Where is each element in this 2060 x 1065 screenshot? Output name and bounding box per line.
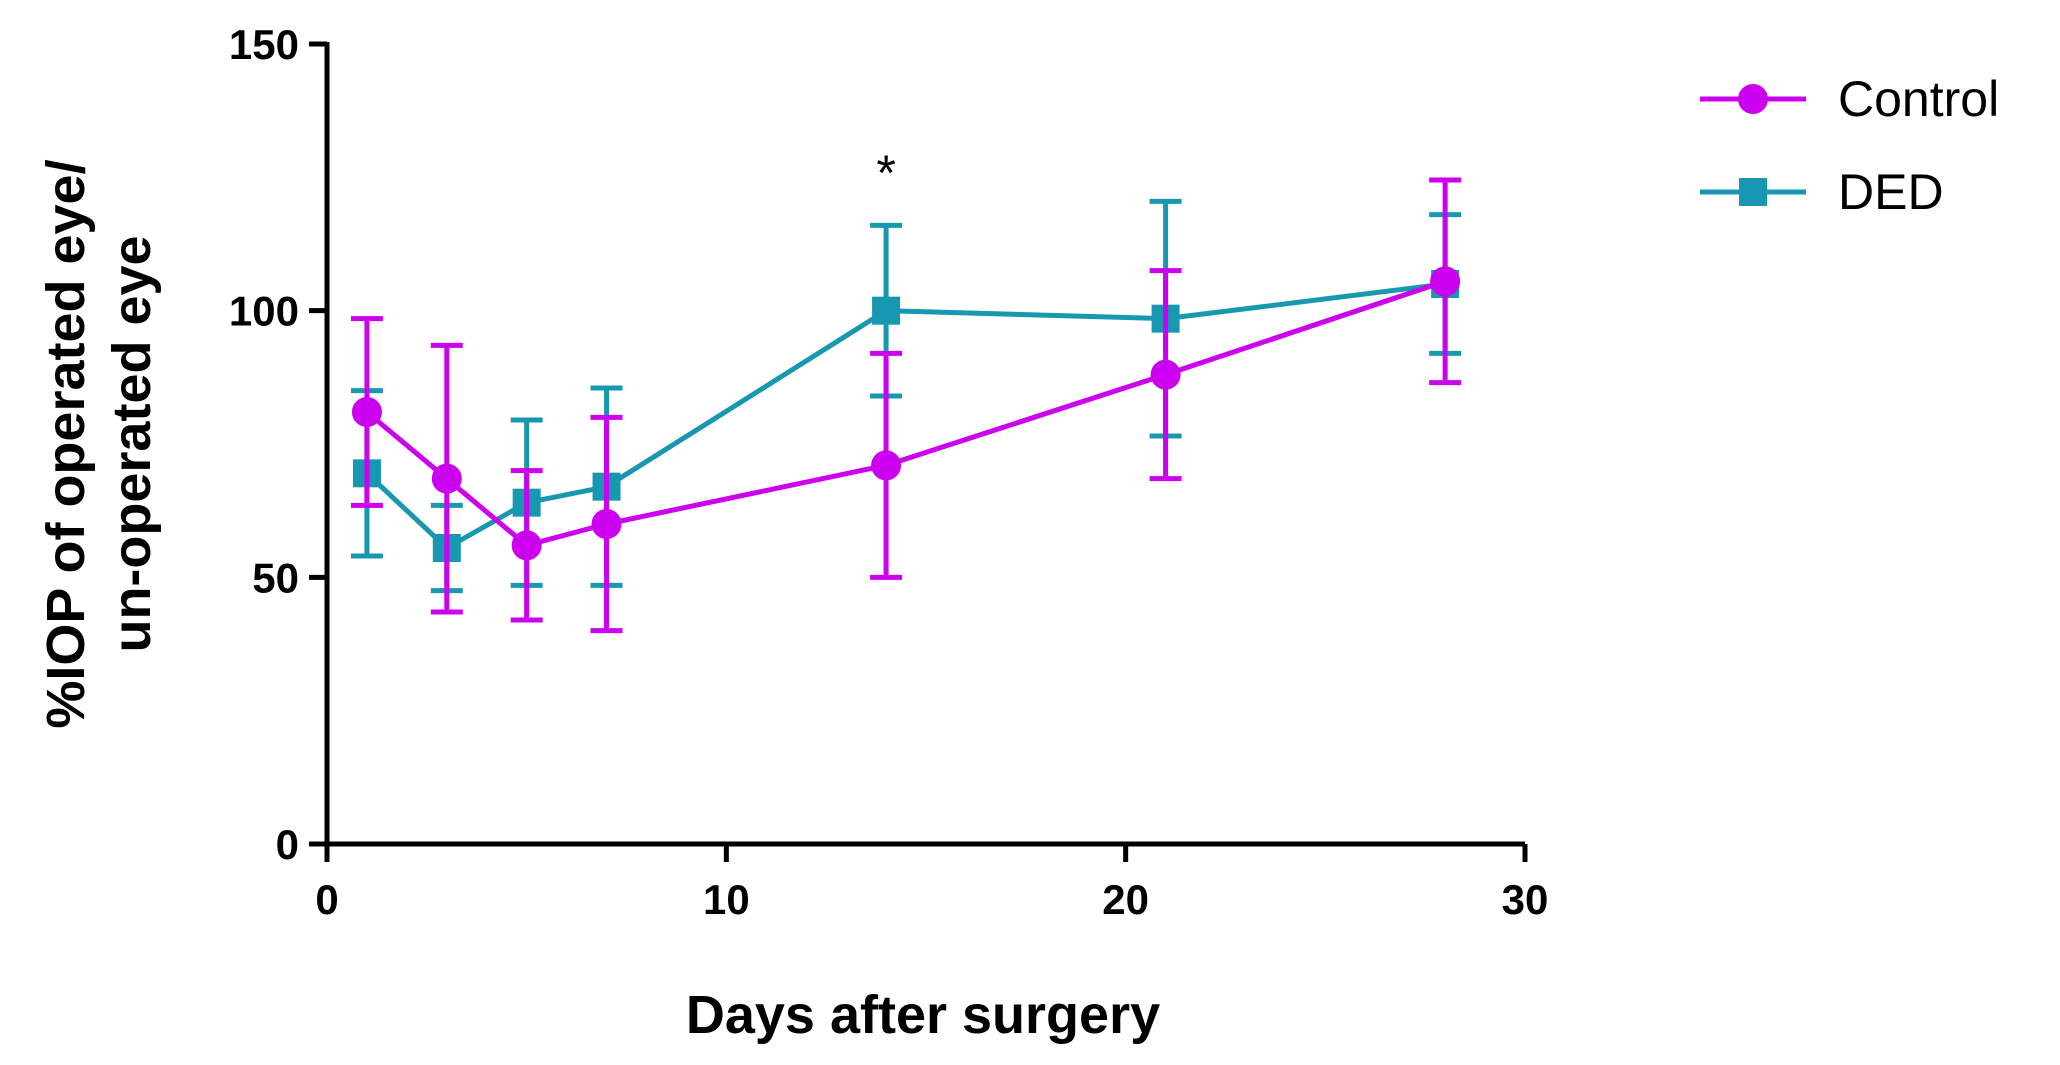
y-tick-label: 50 — [252, 554, 299, 601]
y-tick-label: 150 — [229, 21, 299, 68]
y-axis-label-line-2: un-operated eye — [102, 235, 162, 652]
x-axis-label: Days after surgery — [686, 985, 1160, 1045]
x-tick-label: 30 — [1502, 876, 1549, 923]
series-control — [350, 177, 1462, 634]
data-point-control — [1430, 266, 1461, 297]
plot-area: * — [350, 145, 1462, 634]
legend-marker-ded — [1739, 178, 1767, 206]
data-point-control — [351, 397, 382, 427]
y-tick-label: 0 — [276, 821, 299, 868]
legend-item-control: Control — [1700, 71, 1999, 127]
legend-label-ded: DED — [1838, 164, 1944, 220]
data-point-control — [431, 463, 462, 494]
data-point-control — [871, 450, 902, 481]
legend-marker-control — [1738, 84, 1768, 114]
x-tick-label: 10 — [703, 876, 750, 923]
significance-asterisk: * — [876, 145, 895, 201]
data-point-control — [1150, 359, 1181, 390]
data-point-control — [511, 530, 542, 561]
legend: Control DED — [1700, 71, 1999, 220]
data-point-ded — [872, 296, 901, 325]
x-tick-label: 0 — [315, 876, 338, 923]
y-tick-label: 100 — [229, 288, 299, 335]
axes: 0 50 100 150 0 10 20 30 — [229, 21, 1548, 923]
y-axis-label-line-1: %IOP of operated eye/ — [36, 159, 96, 728]
legend-item-ded: DED — [1700, 164, 1944, 220]
data-point-control — [591, 509, 622, 539]
x-tick-label: 20 — [1102, 876, 1149, 923]
legend-label-control: Control — [1838, 71, 1999, 127]
series-ded — [350, 198, 1462, 594]
